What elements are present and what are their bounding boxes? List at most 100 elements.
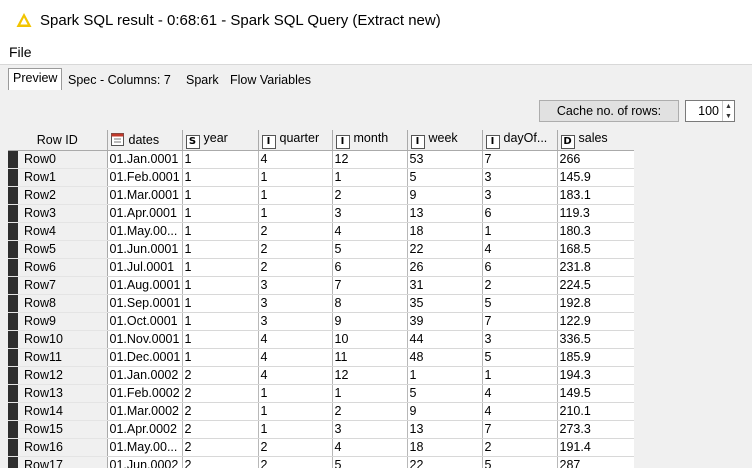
table-cell[interactable]: 01.May.00... — [107, 222, 183, 241]
table-cell[interactable]: 01.Oct.0001 — [107, 312, 183, 331]
table-cell[interactable]: 5 — [407, 384, 483, 403]
table-cell[interactable]: 2 — [332, 186, 408, 205]
table-cell[interactable]: 4 — [258, 348, 333, 367]
table-cell[interactable]: 01.Dec.0001 — [107, 348, 183, 367]
menu-file[interactable]: File — [9, 44, 32, 60]
tab-spec[interactable]: Spec - Columns: 7 — [68, 73, 171, 87]
table-cell[interactable]: 01.Mar.0002 — [107, 402, 183, 421]
table-cell[interactable]: 2 — [258, 456, 333, 468]
table-cell[interactable]: 44 — [407, 330, 483, 349]
table-cell[interactable]: 2 — [332, 402, 408, 421]
table-cell[interactable]: 273.3 — [557, 420, 634, 439]
tab-preview[interactable]: Preview — [8, 68, 63, 91]
spinner-arrows[interactable]: ▲ ▼ — [722, 101, 734, 121]
table-cell[interactable]: 4 — [258, 330, 333, 349]
table-cell[interactable]: 01.Jun.0001 — [107, 240, 183, 259]
table-cell[interactable]: 1 — [482, 222, 558, 241]
table-cell[interactable]: 18 — [407, 438, 483, 457]
row-id-cell[interactable]: Row17 — [8, 456, 108, 468]
table-cell[interactable]: 01.Aug.0001 — [107, 276, 183, 295]
table-cell[interactable]: 5 — [332, 240, 408, 259]
table-cell[interactable]: 1 — [258, 168, 333, 187]
table-cell[interactable]: 01.Jul.0001 — [107, 258, 183, 277]
table-cell[interactable]: 2 — [182, 366, 259, 385]
table-cell[interactable]: 35 — [407, 294, 483, 313]
table-cell[interactable]: 6 — [332, 258, 408, 277]
row-id-cell[interactable]: Row1 — [8, 168, 108, 187]
table-cell[interactable]: 7 — [482, 150, 558, 169]
table-cell[interactable]: 3 — [482, 168, 558, 187]
table-row[interactable]: Row6 01.Jul.0001 1 2 6 26 6 231.8 — [8, 258, 634, 277]
table-cell[interactable]: 1 — [182, 348, 259, 367]
table-cell[interactable]: 10 — [332, 330, 408, 349]
table-cell[interactable]: 1 — [258, 204, 333, 223]
table-cell[interactable]: 1 — [182, 330, 259, 349]
table-cell[interactable]: 13 — [407, 204, 483, 223]
table-cell[interactable]: 31 — [407, 276, 483, 295]
table-cell[interactable]: 7 — [482, 312, 558, 331]
table-cell[interactable]: 1 — [182, 168, 259, 187]
row-id-cell[interactable]: Row7 — [8, 276, 108, 295]
row-id-cell[interactable]: Row4 — [8, 222, 108, 241]
table-cell[interactable]: 1 — [182, 186, 259, 205]
table-cell[interactable]: 3 — [258, 294, 333, 313]
table-cell[interactable]: 2 — [182, 456, 259, 468]
table-cell[interactable]: 266 — [557, 150, 634, 169]
column-header-rowid[interactable]: Row ID — [8, 130, 108, 151]
table-row[interactable]: Row16 01.May.00... 2 2 4 18 2 191.4 — [8, 438, 634, 457]
table-cell[interactable]: 1 — [182, 240, 259, 259]
table-row[interactable]: Row1 01.Feb.0001 1 1 1 5 3 145.9 — [8, 168, 634, 187]
table-cell[interactable]: 01.Jan.0002 — [107, 366, 183, 385]
table-row[interactable]: Row0 01.Jan.0001 1 4 12 53 7 266 — [8, 150, 634, 169]
table-cell[interactable]: 194.3 — [557, 366, 634, 385]
row-id-cell[interactable]: Row11 — [8, 348, 108, 367]
table-cell[interactable]: 1 — [182, 294, 259, 313]
table-cell[interactable]: 48 — [407, 348, 483, 367]
table-cell[interactable]: 192.8 — [557, 294, 634, 313]
table-row[interactable]: Row17 01.Jun.0002 2 2 5 22 5 287 — [8, 456, 634, 468]
table-cell[interactable]: 01.Jan.0001 — [107, 150, 183, 169]
table-cell[interactable]: 1 — [182, 222, 259, 241]
spinner-up-icon[interactable]: ▲ — [725, 102, 732, 110]
table-cell[interactable]: 336.5 — [557, 330, 634, 349]
column-header-dates[interactable]: dates — [107, 130, 183, 151]
row-id-cell[interactable]: Row15 — [8, 420, 108, 439]
table-cell[interactable]: 4 — [258, 150, 333, 169]
table-cell[interactable]: 1 — [182, 204, 259, 223]
table-cell[interactable]: 01.Nov.0001 — [107, 330, 183, 349]
table-cell[interactable]: 4 — [258, 366, 333, 385]
row-id-cell[interactable]: Row6 — [8, 258, 108, 277]
cache-rows-spinner[interactable]: 100 ▲ ▼ — [685, 100, 735, 122]
table-cell[interactable]: 2 — [482, 276, 558, 295]
table-cell[interactable]: 231.8 — [557, 258, 634, 277]
table-cell[interactable]: 2 — [258, 222, 333, 241]
table-cell[interactable]: 5 — [482, 294, 558, 313]
table-row[interactable]: Row13 01.Feb.0002 2 1 1 5 4 149.5 — [8, 384, 634, 403]
table-row[interactable]: Row5 01.Jun.0001 1 2 5 22 4 168.5 — [8, 240, 634, 259]
table-cell[interactable]: 2 — [258, 240, 333, 259]
table-cell[interactable]: 2 — [258, 438, 333, 457]
table-cell[interactable]: 01.Apr.0002 — [107, 420, 183, 439]
table-cell[interactable]: 01.Mar.0001 — [107, 186, 183, 205]
table-row[interactable]: Row4 01.May.00... 1 2 4 18 1 180.3 — [8, 222, 634, 241]
table-cell[interactable]: 1 — [182, 150, 259, 169]
table-cell[interactable]: 2 — [182, 438, 259, 457]
table-cell[interactable]: 4 — [482, 384, 558, 403]
table-cell[interactable]: 8 — [332, 294, 408, 313]
table-cell[interactable]: 191.4 — [557, 438, 634, 457]
spinner-down-icon[interactable]: ▼ — [725, 112, 732, 120]
table-cell[interactable]: 01.Feb.0001 — [107, 168, 183, 187]
table-cell[interactable]: 1 — [258, 402, 333, 421]
table-cell[interactable]: 6 — [482, 204, 558, 223]
table-cell[interactable]: 7 — [482, 420, 558, 439]
table-row[interactable]: Row7 01.Aug.0001 1 3 7 31 2 224.5 — [8, 276, 634, 295]
table-cell[interactable]: 1 — [258, 186, 333, 205]
table-row[interactable]: Row15 01.Apr.0002 2 1 3 13 7 273.3 — [8, 420, 634, 439]
table-cell[interactable]: 1 — [182, 258, 259, 277]
tab-spark[interactable]: Spark — [186, 73, 219, 87]
table-cell[interactable]: 122.9 — [557, 312, 634, 331]
